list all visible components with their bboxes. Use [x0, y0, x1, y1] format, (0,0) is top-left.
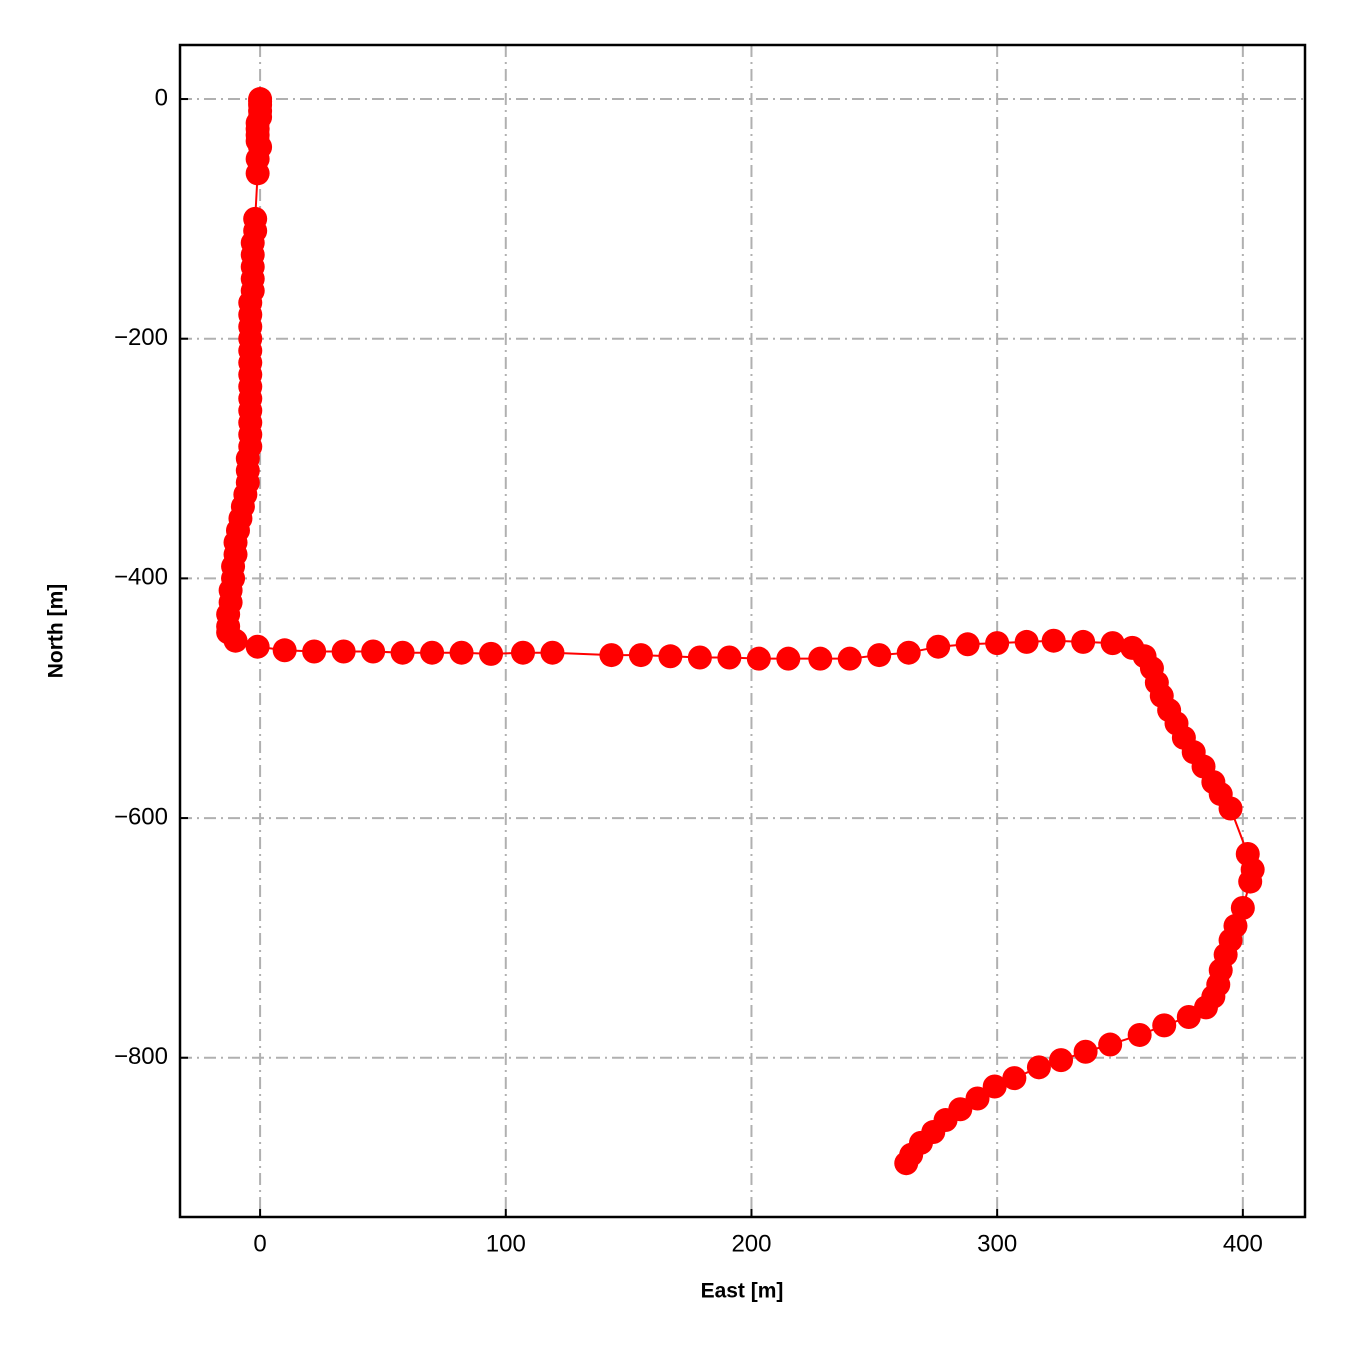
- point: [1073, 1039, 1098, 1064]
- point: [894, 1151, 919, 1176]
- point: [1071, 629, 1096, 654]
- point: [1127, 1022, 1152, 1047]
- point: [808, 646, 833, 671]
- point: [540, 640, 565, 665]
- point: [449, 640, 474, 665]
- point: [1100, 631, 1125, 656]
- x-tick-label: 200: [731, 1230, 771, 1257]
- point: [1002, 1066, 1027, 1091]
- point: [867, 643, 892, 668]
- point: [1014, 629, 1039, 654]
- x-axis-label: East [m]: [701, 1280, 784, 1303]
- track-line: [227, 99, 1254, 1164]
- point: [658, 644, 683, 669]
- point: [896, 640, 921, 665]
- point: [1049, 1048, 1074, 1073]
- point: [965, 1086, 990, 1111]
- point: [985, 631, 1010, 656]
- y-tick-label: −800: [114, 1043, 168, 1070]
- point: [302, 639, 327, 664]
- point: [1041, 628, 1066, 653]
- x-tick-label: 300: [977, 1230, 1017, 1257]
- point: [599, 643, 624, 668]
- point: [245, 161, 270, 186]
- y-tick-label: −200: [114, 324, 168, 351]
- point: [361, 639, 386, 664]
- point: [390, 640, 415, 665]
- y-tick-label: −400: [114, 564, 168, 591]
- point: [223, 628, 248, 653]
- point: [1218, 796, 1243, 821]
- y-tick-label: −600: [114, 803, 168, 830]
- point: [628, 643, 653, 668]
- point: [1176, 1004, 1201, 1029]
- point: [746, 646, 771, 671]
- point: [776, 646, 801, 671]
- point: [479, 641, 504, 666]
- x-tick-label: 100: [486, 1230, 526, 1257]
- point: [331, 639, 356, 664]
- plot-frame: [178, 43, 1307, 1219]
- point: [982, 1074, 1007, 1099]
- point: [510, 640, 535, 665]
- point: [1238, 869, 1263, 894]
- point: [1152, 1013, 1177, 1038]
- point: [955, 632, 980, 657]
- y-tick-label: 0: [155, 84, 168, 111]
- x-tick-label: 0: [253, 1230, 266, 1257]
- point: [926, 634, 951, 659]
- point: [1230, 895, 1255, 920]
- x-tick-label: 400: [1223, 1230, 1263, 1257]
- point: [1026, 1055, 1051, 1080]
- point: [420, 640, 445, 665]
- point: [272, 638, 297, 663]
- point: [837, 646, 862, 671]
- y-axis-label: North [m]: [45, 584, 68, 678]
- point: [245, 634, 270, 659]
- point: [1098, 1032, 1123, 1057]
- point: [687, 645, 712, 670]
- point: [717, 645, 742, 670]
